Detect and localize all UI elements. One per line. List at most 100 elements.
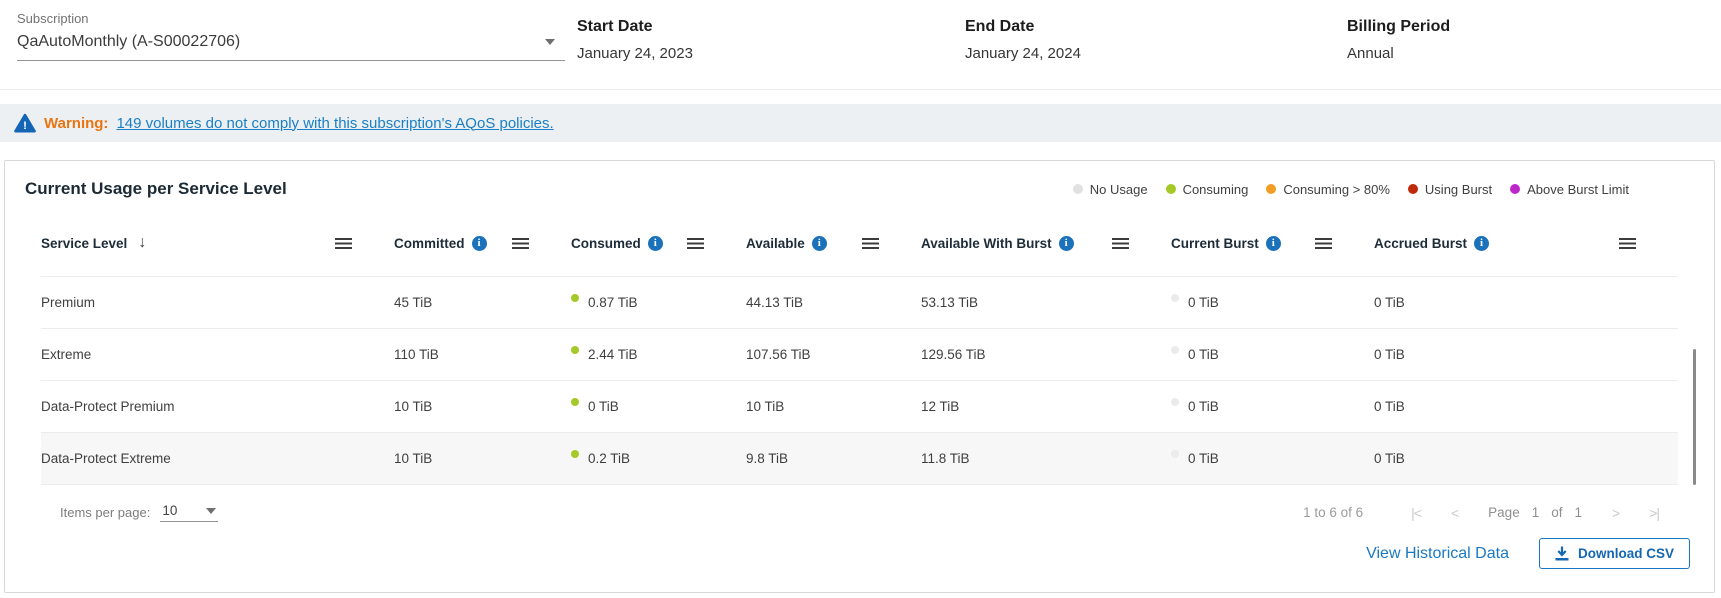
info-icon[interactable]: i <box>471 235 487 251</box>
column-menu-icon[interactable] <box>687 237 704 249</box>
legend-label: Consuming > 80% <box>1283 181 1390 197</box>
cell-service-level: Premium <box>41 295 96 310</box>
end-date-label: End Date <box>965 18 1035 35</box>
chevron-down-icon <box>206 507 217 514</box>
card-header: Current Usage per Service Level No Usage… <box>5 161 1714 207</box>
column-menu-icon[interactable] <box>512 237 529 249</box>
cell-current-burst: 0 TiB <box>1171 449 1374 466</box>
column-header-committed: Committed i <box>394 227 571 259</box>
cell-committed: 110 TiB <box>394 347 439 362</box>
next-page-icon[interactable]: > <box>1612 504 1620 521</box>
cell-available: 107.56 TiB <box>746 347 811 362</box>
legend-item-consuming-80: Consuming > 80% <box>1266 182 1390 197</box>
current-burst-value: 0 TiB <box>1188 399 1219 414</box>
last-page-icon[interactable]: >| <box>1649 504 1660 521</box>
items-per-page-select[interactable]: 10 <box>160 503 219 522</box>
start-date-value: January 24, 2023 <box>577 45 693 62</box>
cell-committed: 10 TiB <box>394 451 433 466</box>
info-icon[interactable]: i <box>1058 235 1074 251</box>
column-header-accrued-burst: Accrued Burst i <box>1374 227 1678 259</box>
cell-committed: 10 TiB <box>394 399 433 414</box>
consuming-80-dot-icon <box>1266 184 1277 194</box>
page-of-label: of <box>1551 505 1563 520</box>
current-burst-value: 0 TiB <box>1188 451 1219 466</box>
info-icon[interactable]: i <box>1474 235 1490 251</box>
billing-period-value: Annual <box>1347 45 1394 62</box>
column-header-service-level: Service Level ↓ <box>41 227 394 259</box>
column-menu-icon[interactable] <box>1315 237 1332 249</box>
view-historical-data-link[interactable]: View Historical Data <box>1366 544 1509 562</box>
legend-label: Consuming <box>1182 181 1249 197</box>
cell-accrued-burst: 0 TiB <box>1374 451 1405 466</box>
burst-status-dot-icon <box>1171 449 1179 458</box>
page-label: Page <box>1488 505 1520 520</box>
pagination: 1 to 6 of 6 |< < Page 1 of 1 > >| <box>1303 504 1660 521</box>
table-footer: Items per page: 10 1 to 6 of 6 |< < Page… <box>5 485 1714 522</box>
cell-accrued-burst: 0 TiB <box>1374 347 1405 362</box>
consumption-status-dot-icon <box>571 345 579 354</box>
cell-service-level: Extreme <box>41 347 92 362</box>
card-title: Current Usage per Service Level <box>25 179 287 198</box>
cell-available: 44.13 TiB <box>746 295 804 310</box>
consumed-value: 0.87 TiB <box>588 295 638 310</box>
column-label: Available <box>746 235 805 251</box>
subscription-select[interactable]: QaAutoMonthly (A-S00022706) <box>17 26 565 61</box>
download-csv-button[interactable]: Download CSV <box>1538 538 1690 569</box>
table-body: Premium 45 TiB 0.87 TiB 44.13 TiB 53.13 … <box>5 259 1714 485</box>
column-menu-icon[interactable] <box>1619 237 1636 249</box>
start-date-block: Start Date January 24, 2023 <box>577 18 693 62</box>
cell-service-level: Data-Protect Premium <box>41 399 175 414</box>
billing-period-label: Billing Period <box>1347 18 1451 35</box>
column-menu-icon[interactable] <box>1112 237 1129 249</box>
cell-consumed: 0.87 TiB <box>571 293 746 310</box>
legend-label: Above Burst Limit <box>1527 181 1629 197</box>
cell-consumed: 0 TiB <box>571 397 746 414</box>
legend-label: No Usage <box>1089 181 1148 197</box>
burst-status-dot-icon <box>1171 293 1179 302</box>
info-icon[interactable]: i <box>1265 235 1281 251</box>
download-icon <box>1555 546 1569 561</box>
consumption-status-dot-icon <box>571 397 579 406</box>
legend-item-using-burst: Using Burst <box>1407 182 1492 197</box>
column-label: Accrued Burst <box>1374 235 1468 251</box>
cell-available-with-burst: 11.8 TiB <box>921 451 970 466</box>
page-number: 1 <box>1531 505 1540 520</box>
warning-triangle-icon: ! <box>14 113 36 133</box>
table-row-data-protect-premium: Data-Protect Premium 10 TiB 0 TiB 10 TiB… <box>41 381 1678 433</box>
no-usage-dot-icon <box>1072 184 1083 194</box>
first-page-icon[interactable]: |< <box>1411 504 1422 521</box>
column-header-available: Available i <box>746 227 921 259</box>
start-date-label: Start Date <box>577 18 653 35</box>
column-label: Available With Burst <box>921 235 1052 251</box>
above-burst-limit-dot-icon <box>1510 184 1521 194</box>
card-actions: View Historical Data Download CSV <box>5 522 1714 569</box>
pagination-range-text: 1 to 6 of 6 <box>1303 505 1364 520</box>
sort-descending-icon[interactable]: ↓ <box>138 234 147 251</box>
info-icon[interactable]: i <box>811 235 827 251</box>
table-header-row: Service Level ↓ Committed i Consumed i A… <box>5 227 1714 259</box>
cell-current-burst: 0 TiB <box>1171 397 1374 414</box>
consumed-value: 2.44 TiB <box>588 347 638 362</box>
clipped-row-sliver <box>41 259 1678 277</box>
column-menu-icon[interactable] <box>335 237 352 249</box>
cell-accrued-burst: 0 TiB <box>1374 399 1405 414</box>
vertical-scrollbar[interactable] <box>1693 349 1696 485</box>
column-header-current-burst: Current Burst i <box>1171 227 1374 259</box>
consumed-value: 0 TiB <box>588 399 619 414</box>
column-label: Current Burst <box>1171 235 1259 251</box>
usage-legend: No Usage Consuming Consuming > 80% Using… <box>1072 181 1629 197</box>
end-date-block: End Date January 24, 2024 <box>965 18 1081 62</box>
cell-available: 9.8 TiB <box>746 451 789 466</box>
cell-available-with-burst: 129.56 TiB <box>921 347 986 362</box>
warning-noncompliance-link[interactable]: 149 volumes do not comply with this subs… <box>116 114 554 132</box>
current-burst-value: 0 TiB <box>1188 347 1219 362</box>
cell-current-burst: 0 TiB <box>1171 345 1374 362</box>
column-label: Consumed <box>571 235 641 251</box>
column-menu-icon[interactable] <box>862 237 879 249</box>
previous-page-icon[interactable]: < <box>1450 504 1459 521</box>
info-icon[interactable]: i <box>647 235 663 251</box>
download-csv-label: Download CSV <box>1577 546 1674 561</box>
subscription-label: Subscription <box>17 11 89 26</box>
cell-consumed: 2.44 TiB <box>571 345 746 362</box>
warning-banner: ! Warning: 149 volumes do not comply wit… <box>0 104 1721 142</box>
